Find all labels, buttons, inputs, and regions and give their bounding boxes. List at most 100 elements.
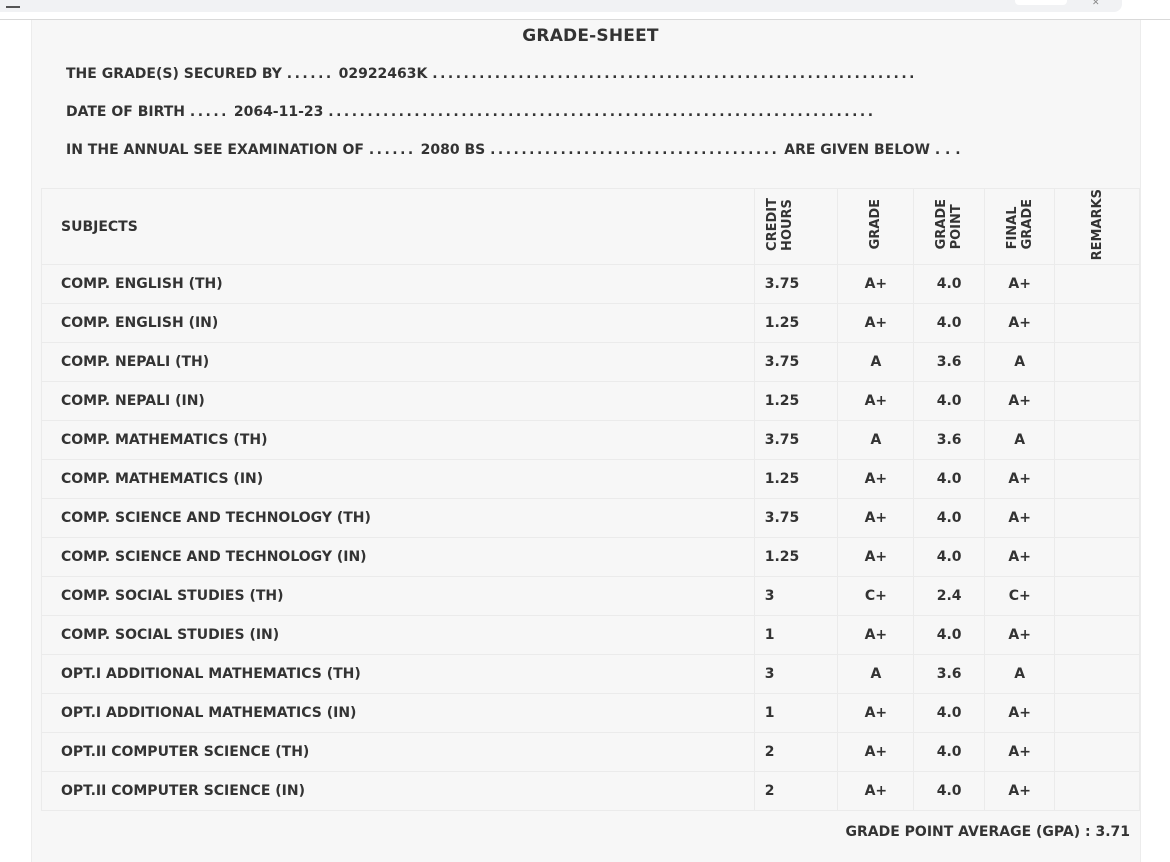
remarks-cell (1054, 264, 1140, 305)
header-credit-hours-label: CREDIT HOURS (764, 198, 795, 252)
final-grade-cell: A+ (983, 264, 1056, 305)
dots: ..................................... (490, 142, 780, 158)
remarks-cell (1054, 732, 1140, 773)
header-remarks: REMARKS (1054, 187, 1140, 266)
page-title: GRADE-SHEET (522, 26, 659, 46)
final-grade-cell: A+ (983, 459, 1056, 500)
grade-point-cell: 4.0 (913, 771, 985, 812)
table-header-row: SUBJECTS CREDIT HOURS GRADE GRADE POINT … (41, 187, 1140, 266)
final-grade-cell: A (983, 342, 1056, 383)
exam-suffix: ARE GIVEN BELOW . . . (784, 142, 961, 158)
credit-cell: 1.25 (753, 381, 839, 422)
header-credit-hours: CREDIT HOURS (753, 187, 839, 266)
secured-by-label: THE GRADE(S) SECURED BY (66, 66, 282, 82)
grade-point-cell: 4.0 (913, 498, 985, 539)
tab-pill[interactable] (1015, 0, 1067, 5)
grade-point-cell: 3.6 (913, 342, 985, 383)
credit-cell: 3 (753, 654, 839, 695)
remarks-cell (1054, 654, 1140, 695)
subject-cell: COMP. SOCIAL STUDIES (IN) (41, 615, 755, 656)
grade-point-cell: 4.0 (913, 615, 985, 656)
dots: ...... (286, 66, 334, 82)
subject-cell: OPT.II COMPUTER SCIENCE (TH) (41, 732, 755, 773)
grade-cell: A+ (837, 537, 915, 578)
subject-cell: OPT.I ADDITIONAL MATHEMATICS (TH) (41, 654, 755, 695)
table-row: COMP. MATHEMATICS (IN) 1.25 A+ 4.0 A+ (41, 459, 1140, 500)
grade-point-cell: 4.0 (913, 537, 985, 578)
credit-cell: 2 (753, 771, 839, 812)
grade-cell: A+ (837, 459, 915, 500)
grade-point-cell: 4.0 (913, 264, 985, 305)
subject-cell: COMP. MATHEMATICS (IN) (41, 459, 755, 500)
header-grade: GRADE (837, 187, 915, 266)
gpa-value: 3.71 (1095, 824, 1130, 840)
final-grade-cell: A (983, 420, 1056, 461)
final-grade-cell: A+ (983, 498, 1056, 539)
gpa-summary: GRADE POINT AVERAGE (GPA) : 3.71 (846, 824, 1131, 840)
subject-cell: OPT.I ADDITIONAL MATHEMATICS (IN) (41, 693, 755, 734)
grade-cell: A+ (837, 693, 915, 734)
subject-cell: COMP. NEPALI (TH) (41, 342, 755, 383)
table-row: OPT.I ADDITIONAL MATHEMATICS (IN) 1 A+ 4… (41, 693, 1140, 734)
exam-value: 2080 BS (420, 142, 486, 158)
credit-cell: 3.75 (753, 342, 839, 383)
subject-cell: COMP. ENGLISH (TH) (41, 264, 755, 305)
grade-cell: A+ (837, 303, 915, 344)
subject-cell: COMP. SCIENCE AND TECHNOLOGY (TH) (41, 498, 755, 539)
remarks-cell (1054, 576, 1140, 617)
subject-cell: COMP. ENGLISH (IN) (41, 303, 755, 344)
grade-cell: A (837, 420, 915, 461)
menu-icon[interactable] (6, 0, 20, 8)
gpa-label: GRADE POINT AVERAGE (GPA) : (845, 824, 1091, 840)
subject-cell: COMP. NEPALI (IN) (41, 381, 755, 422)
table-row: COMP. SOCIAL STUDIES (TH) 3 C+ 2.4 C+ (41, 576, 1140, 617)
table-row: OPT.II COMPUTER SCIENCE (IN) 2 A+ 4.0 A+ (41, 771, 1140, 812)
subject-cell: COMP. SOCIAL STUDIES (TH) (41, 576, 755, 617)
remarks-cell (1054, 498, 1140, 539)
credit-cell: 1.25 (753, 303, 839, 344)
exam-line: IN THE ANNUAL SEE EXAMINATION OF ...... … (66, 142, 961, 158)
dots: ........................................… (432, 66, 917, 82)
table-row: COMP. NEPALI (TH) 3.75 A 3.6 A (41, 342, 1140, 383)
credit-cell: 1 (753, 693, 839, 734)
grade-cell: A+ (837, 732, 915, 773)
close-icon[interactable]: ✕ (1092, 0, 1100, 8)
remarks-cell (1054, 537, 1140, 578)
credit-cell: 1.25 (753, 459, 839, 500)
grade-cell: A+ (837, 381, 915, 422)
grade-cell: A (837, 654, 915, 695)
final-grade-cell: A+ (983, 381, 1056, 422)
subject-cell: OPT.II COMPUTER SCIENCE (IN) (41, 771, 755, 812)
grade-sheet: GRADE-SHEET THE GRADE(S) SECURED BY ....… (31, 20, 1141, 862)
credit-cell: 2 (753, 732, 839, 773)
grade-point-cell: 4.0 (913, 303, 985, 344)
address-bar-strip[interactable] (0, 0, 1122, 12)
grade-point-cell: 3.6 (913, 654, 985, 695)
table-row: COMP. NEPALI (IN) 1.25 A+ 4.0 A+ (41, 381, 1140, 422)
credit-cell: 3.75 (753, 498, 839, 539)
final-grade-cell: A+ (983, 615, 1056, 656)
dots: ...... (368, 142, 416, 158)
header-grade-point-label: GRADE POINT (934, 199, 965, 250)
exam-label: IN THE ANNUAL SEE EXAMINATION OF (66, 142, 364, 158)
grade-point-cell: 3.6 (913, 420, 985, 461)
final-grade-cell: A+ (983, 732, 1056, 773)
table-row: COMP. SCIENCE AND TECHNOLOGY (IN) 1.25 A… (41, 537, 1140, 578)
remarks-cell (1054, 459, 1140, 500)
header-subjects: SUBJECTS (41, 187, 755, 266)
table-row: OPT.I ADDITIONAL MATHEMATICS (TH) 3 A 3.… (41, 654, 1140, 695)
credit-cell: 3.75 (753, 264, 839, 305)
grade-cell: A+ (837, 771, 915, 812)
remarks-cell (1054, 615, 1140, 656)
browser-top-bar: ✕ (0, 0, 1170, 20)
grade-point-cell: 4.0 (913, 381, 985, 422)
dots: ..... (189, 104, 229, 120)
dob-label: DATE OF BIRTH (66, 104, 185, 120)
grade-cell: A (837, 342, 915, 383)
table-row: COMP. ENGLISH (TH) 3.75 A+ 4.0 A+ (41, 264, 1140, 305)
grade-point-cell: 4.0 (913, 693, 985, 734)
table-row: COMP. SOCIAL STUDIES (IN) 1 A+ 4.0 A+ (41, 615, 1140, 656)
credit-cell: 1 (753, 615, 839, 656)
table-row: COMP. ENGLISH (IN) 1.25 A+ 4.0 A+ (41, 303, 1140, 344)
dob-value: 2064-11-23 (233, 104, 324, 120)
